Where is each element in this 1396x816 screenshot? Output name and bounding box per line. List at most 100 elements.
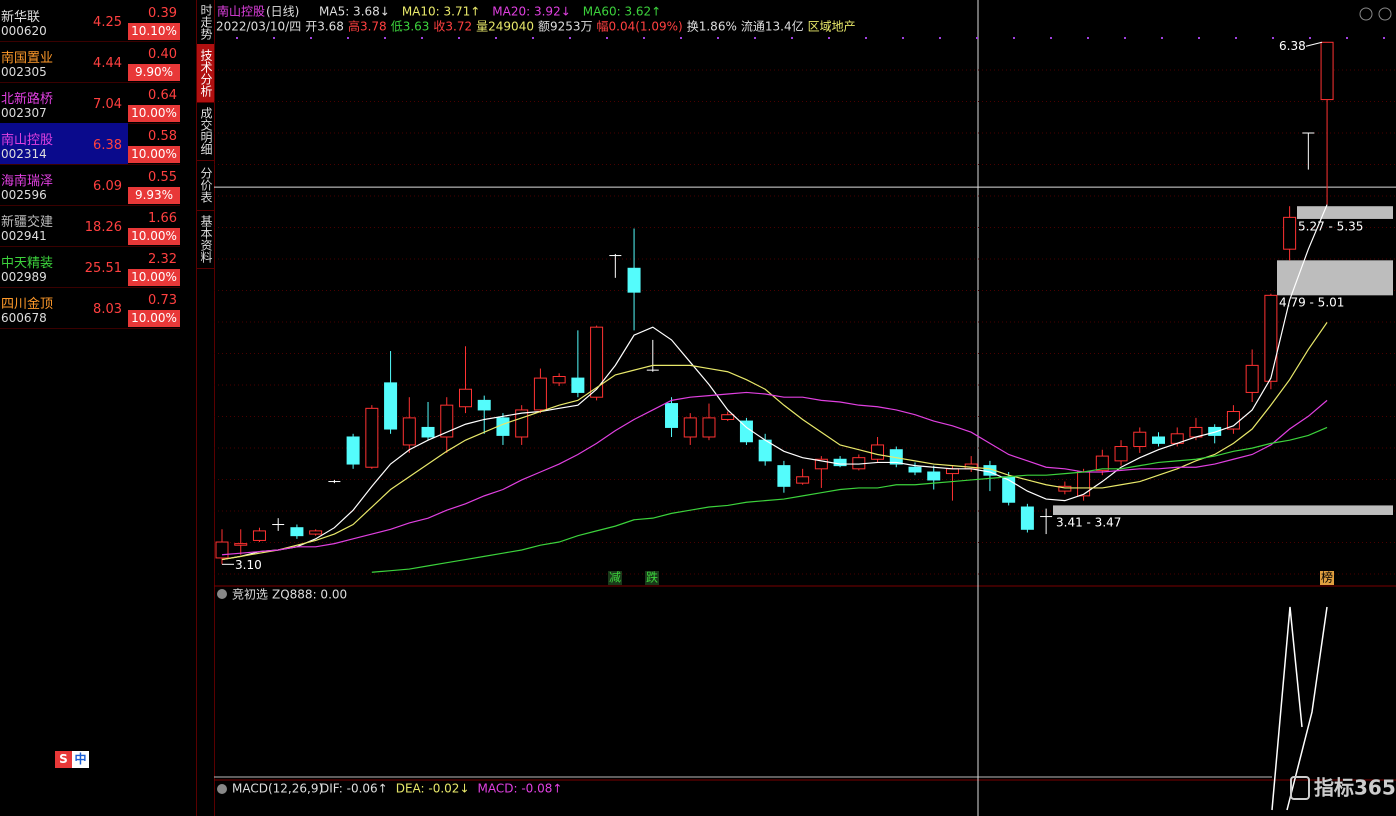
tab[interactable]: 分价表: [197, 160, 214, 211]
candle-body: [384, 382, 398, 430]
candle-body: [1133, 431, 1147, 448]
stock-name: 中天精装: [1, 256, 54, 271]
ma-label: MA60: 3.62↑: [583, 5, 661, 19]
stock-code: 002596: [1, 188, 47, 202]
low-label: 3.10: [235, 558, 262, 572]
tab[interactable]: 时走势: [197, 0, 214, 45]
tab[interactable]: 基本资料: [197, 210, 214, 269]
high-label: 6.38: [1279, 39, 1306, 53]
stock-price: 6.38: [93, 138, 122, 153]
stock-name: 四川金顶: [1, 297, 54, 312]
stock-change: 1.66: [148, 211, 177, 226]
candle-body: [1020, 506, 1034, 530]
watch-row[interactable]: 海南瑞泽 002596 6.09 0.55 9.93%: [0, 164, 180, 206]
selection: [0, 123, 128, 164]
logo-icon: [1290, 776, 1310, 800]
marker-dot: [273, 37, 275, 39]
marker-dot: [643, 37, 645, 39]
collapse-icon[interactable]: [217, 589, 227, 599]
icon[interactable]: [1359, 7, 1373, 21]
candle-body: [1095, 455, 1109, 471]
stock-pct: 10.10%: [128, 23, 180, 40]
marker-dot: [532, 37, 534, 39]
candle-body: [309, 530, 323, 535]
candle-body: [365, 407, 379, 468]
candle-body: [665, 403, 679, 428]
stock-pct: 9.90%: [128, 64, 180, 81]
quote-field: 流通13.4亿: [741, 19, 804, 34]
candle-body: [252, 530, 266, 541]
badge-zh: 中: [72, 751, 89, 768]
stock-code: 002989: [1, 270, 47, 284]
stock-pct: 10.00%: [128, 146, 180, 163]
watch-row[interactable]: 新华联 000620 4.25 0.39 10.10%: [0, 0, 180, 42]
stock-pct: 10.00%: [128, 310, 180, 327]
quote-field: 开3.68: [305, 20, 344, 34]
zone-label: 3.41 - 3.47: [1056, 516, 1121, 530]
candle-body: [1114, 446, 1128, 462]
ma-label: MA20: 3.92↓: [492, 5, 570, 19]
candle-body: [627, 267, 641, 293]
signal-box: [608, 571, 622, 585]
watch-row[interactable]: 中天精装 002989 25.51 2.32 10.00%: [0, 246, 180, 288]
candle-body: [1077, 471, 1091, 497]
stock-name: 北新路桥: [1, 92, 54, 107]
candle-body: [1283, 216, 1297, 250]
stock-pct: 10.00%: [128, 228, 180, 245]
quote-field: 换1.86%: [687, 20, 737, 34]
stock-name: 海南瑞泽: [1, 174, 54, 189]
tab[interactable]: 成交明细: [197, 102, 214, 161]
candle-body: [1058, 485, 1072, 492]
marker-dot: [1346, 37, 1348, 39]
stock-change: 2.32: [148, 252, 177, 267]
marker-dot: [939, 37, 941, 39]
logo: 指标365: [1314, 776, 1396, 800]
price-zone: [1277, 260, 1393, 296]
watch-row[interactable]: 南山控股 002314 6.38 0.58 10.00%: [0, 123, 180, 165]
candle-body: [871, 444, 885, 460]
signal-box: [1320, 571, 1334, 585]
stock-pct: 10.00%: [128, 269, 180, 286]
marker-dot: [1383, 37, 1385, 39]
candle-body: [458, 388, 472, 408]
marker-dot: [495, 37, 497, 39]
quote-field: 额9253万: [538, 20, 593, 34]
period: (日线): [266, 5, 299, 19]
high-arrow: [1305, 41, 1323, 47]
ma-line: [221, 322, 1328, 561]
candle-body: [1152, 436, 1165, 444]
watch-row[interactable]: 北新路桥 002307 7.04 0.64 10.00%: [0, 82, 180, 124]
marker-dot: [1198, 37, 1200, 39]
candle-body: [683, 417, 697, 438]
marker-dot: [1161, 37, 1163, 39]
signal: 减: [609, 571, 621, 585]
chart: 南山控股 (日线) MA5: 3.68↓ MA10: 3.71↑ MA20: 3.9…: [214, 0, 1396, 816]
marker-dot: [1050, 37, 1052, 39]
marker-dot: [310, 37, 312, 39]
candle-body: [421, 426, 435, 438]
stock-price: 25.51: [84, 261, 122, 276]
marker-dot: [606, 37, 608, 39]
stock-change: 0.58: [148, 129, 177, 144]
candle-body: [1245, 364, 1259, 393]
stock-code: 002307: [1, 106, 47, 120]
watch-row[interactable]: 四川金顶 600678 8.03 0.73 10.00%: [0, 287, 180, 329]
candle-body: [1208, 426, 1222, 436]
tab[interactable]: 技术分析: [197, 44, 214, 103]
stock-price: 4.44: [93, 56, 122, 71]
watch-row[interactable]: 新疆交建 002941 18.26 1.66 10.00%: [0, 205, 180, 247]
marker-dot: [717, 37, 719, 39]
zone-label: 4.79 - 5.01: [1279, 296, 1344, 310]
collapse-icon[interactable]: [217, 784, 227, 794]
quote-field: 收3.72: [433, 20, 472, 34]
icon[interactable]: [1378, 7, 1392, 21]
ma-line: [221, 391, 1328, 556]
stock-change: 0.55: [148, 170, 177, 185]
tab-bar: 时走势 技术分析 成交明细 分价表 基本资料: [196, 0, 215, 816]
watch-row[interactable]: 南国置业 002305 4.44 0.40 9.90%: [0, 41, 180, 83]
marker-dot: [1272, 37, 1274, 39]
candle-body: [796, 476, 810, 484]
marker-dot: [1309, 37, 1311, 39]
marker-dot: [902, 37, 904, 39]
zq-line: [1271, 606, 1303, 811]
